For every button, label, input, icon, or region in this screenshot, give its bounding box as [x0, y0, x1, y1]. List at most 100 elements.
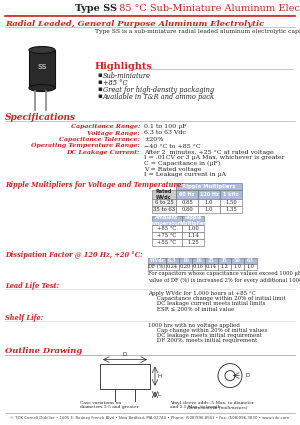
Bar: [231, 258, 244, 264]
Text: Dissipation Factor @ 120 Hz, +20 °C:: Dissipation Factor @ 120 Hz, +20 °C:: [5, 251, 142, 259]
Bar: [244, 264, 257, 270]
Text: −40 °C to +85 °C: −40 °C to +85 °C: [144, 144, 201, 148]
Bar: [205, 264, 218, 270]
Text: Type SS: Type SS: [75, 4, 117, 13]
Text: 85 °C Sub-Miniature Aluminum Electrolytic Capacitors: 85 °C Sub-Miniature Aluminum Electrolyti…: [113, 4, 300, 13]
Bar: [192, 264, 205, 270]
Text: 1.2: 1.2: [220, 264, 228, 269]
Text: Voltage Range:: Voltage Range:: [87, 130, 140, 136]
Bar: [220, 206, 242, 213]
Bar: [179, 258, 192, 264]
Bar: [152, 225, 182, 232]
Bar: [198, 206, 220, 213]
Text: Capacitance Range:: Capacitance Range:: [71, 124, 140, 129]
Text: 60 Hz: 60 Hz: [179, 192, 195, 197]
Text: 1.50: 1.50: [225, 200, 237, 205]
Text: D: D: [245, 373, 249, 378]
Bar: [244, 258, 257, 264]
Bar: [220, 190, 242, 199]
Bar: [198, 190, 220, 199]
Text: C = Capacitance in (µF): C = Capacitance in (µF): [144, 161, 220, 166]
Text: L: L: [158, 392, 161, 397]
Bar: [182, 225, 204, 232]
Bar: [182, 239, 204, 246]
Bar: [152, 216, 182, 225]
Text: Outline Drawing: Outline Drawing: [5, 347, 82, 354]
Text: 1.0: 1.0: [247, 264, 254, 269]
Bar: [152, 232, 182, 239]
Bar: [205, 258, 218, 264]
Text: Capacitance change within 20% of initial limit: Capacitance change within 20% of initial…: [148, 296, 286, 301]
Bar: [152, 206, 176, 213]
Text: Dimensions in (millimeters): Dimensions in (millimeters): [187, 405, 248, 410]
Bar: [220, 199, 242, 206]
Bar: [148, 258, 166, 264]
Text: Ripple
Multiplier: Ripple Multiplier: [180, 215, 206, 226]
Text: D: D: [123, 351, 127, 357]
Text: 0.80: 0.80: [181, 207, 193, 212]
Text: ESR ≤ 200% of initial value: ESR ≤ 200% of initial value: [148, 306, 234, 312]
Text: Shelf Life:: Shelf Life:: [5, 314, 43, 322]
Bar: [176, 206, 198, 213]
Text: Great for high-density packaging: Great for high-density packaging: [103, 86, 214, 94]
Text: 0.16: 0.16: [193, 264, 204, 269]
Text: Capacitance Tolerance:: Capacitance Tolerance:: [59, 137, 140, 142]
Text: 1.0: 1.0: [205, 207, 213, 212]
Text: 6.3 to 63 Vdc: 6.3 to 63 Vdc: [144, 130, 186, 136]
Text: Available in T&R and ammo pack: Available in T&R and ammo pack: [103, 93, 215, 101]
Text: After 2  minutes, +25 °C at rated voltage: After 2 minutes, +25 °C at rated voltage: [144, 150, 274, 155]
Bar: [176, 190, 198, 199]
Ellipse shape: [29, 85, 55, 91]
Text: Case variations on
diameters 5-5 and greater: Case variations on diameters 5-5 and gre…: [80, 401, 139, 410]
Text: 16: 16: [195, 258, 202, 264]
Bar: [179, 264, 192, 270]
Bar: [176, 183, 242, 190]
Text: 10: 10: [182, 258, 189, 264]
Text: ▪: ▪: [97, 86, 102, 92]
Text: Sub-miniature: Sub-miniature: [103, 72, 151, 80]
Text: 120 Hz: 120 Hz: [200, 192, 218, 197]
Bar: [152, 199, 176, 206]
Bar: [166, 264, 179, 270]
Bar: [198, 199, 220, 206]
Text: Specifications: Specifications: [5, 113, 76, 122]
Bar: [152, 239, 182, 246]
Text: I = Leakage current in µA: I = Leakage current in µA: [144, 172, 226, 177]
Text: 63: 63: [247, 258, 254, 264]
Bar: [218, 264, 231, 270]
Text: 1.35: 1.35: [225, 207, 237, 212]
Text: DC Leakage Current:: DC Leakage Current:: [67, 150, 140, 155]
Text: Radial Leaded, General Purpose Aluminum Electrolytic: Radial Leaded, General Purpose Aluminum …: [5, 20, 264, 28]
Text: © TDK Cornell Dubilier • 1605 E. Rodney French Blvd • New Bedford, MA 02744 • Ph: © TDK Cornell Dubilier • 1605 E. Rodney …: [11, 416, 290, 420]
Text: +85 °C: +85 °C: [103, 79, 128, 87]
Text: SS: SS: [37, 64, 47, 70]
Bar: [166, 258, 179, 264]
Text: +55 °C: +55 °C: [158, 240, 177, 245]
Text: 1.00: 1.00: [187, 226, 199, 231]
Text: I = .01CV or 3 µA Max, whichever is greater: I = .01CV or 3 µA Max, whichever is grea…: [144, 156, 284, 161]
Text: 1.25: 1.25: [187, 240, 199, 245]
Text: 0.1 to 100 µF: 0.1 to 100 µF: [144, 124, 187, 129]
Bar: [100, 364, 150, 388]
Text: 0.24: 0.24: [167, 264, 178, 269]
Text: 1.14: 1.14: [187, 233, 199, 238]
Text: ▪: ▪: [97, 93, 102, 99]
Text: 0.14: 0.14: [206, 264, 217, 269]
Text: Ripple Multipliers for Voltage and Temperature:: Ripple Multipliers for Voltage and Tempe…: [5, 181, 184, 189]
Text: DF 200%, meets initial requirement: DF 200%, meets initial requirement: [148, 338, 257, 343]
Text: +85 °C: +85 °C: [158, 226, 177, 231]
Text: 6 to 25: 6 to 25: [154, 200, 173, 205]
Text: For capacitors whose capacitance values exceed 1000 µF, the
value of DF (%) is i: For capacitors whose capacitance values …: [148, 271, 300, 283]
Text: +75 °C: +75 °C: [158, 233, 177, 238]
Ellipse shape: [29, 46, 55, 54]
Bar: [176, 199, 198, 206]
Text: 25: 25: [208, 258, 215, 264]
Text: Rated
WVdc: Rated WVdc: [156, 189, 172, 200]
Text: 6.3: 6.3: [168, 258, 177, 264]
Text: 50: 50: [234, 258, 241, 264]
Text: 0.20: 0.20: [180, 264, 191, 269]
Text: H: H: [158, 374, 162, 379]
Text: 0.85: 0.85: [181, 200, 193, 205]
Text: 35 to 63: 35 to 63: [153, 207, 175, 212]
Text: ▪: ▪: [97, 79, 102, 85]
